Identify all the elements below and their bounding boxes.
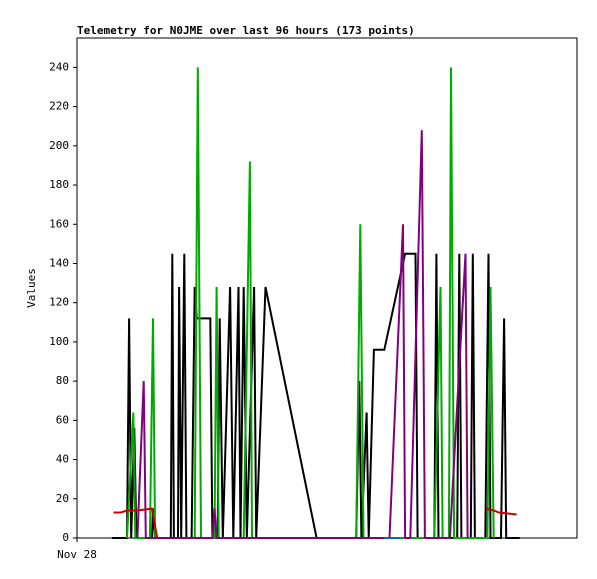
y-tick-label: 120 (49, 296, 69, 309)
chart-title: Telemetry for N0JME over last 96 hours (… (77, 24, 415, 37)
y-tick-label: 140 (49, 256, 69, 269)
y-tick-label: 20 (56, 492, 69, 505)
series-line (136, 130, 469, 539)
y-tick-label: 240 (49, 60, 69, 73)
y-tick-label: 80 (56, 374, 69, 387)
series-line (113, 507, 517, 539)
y-tick-label: 160 (49, 217, 69, 230)
y-tick-label: 60 (56, 413, 69, 426)
y-tick-label: 200 (49, 139, 69, 152)
series-line (126, 67, 495, 539)
y-tick-label: 180 (49, 178, 69, 191)
x-tick-label: Nov 28 (57, 548, 97, 561)
y-tick-label: 220 (49, 100, 69, 113)
y-tick-label: 40 (56, 453, 69, 466)
y-tick-label: 0 (62, 531, 69, 544)
y-tick-label: 100 (49, 335, 69, 348)
y-axis-label: Values (25, 268, 38, 308)
